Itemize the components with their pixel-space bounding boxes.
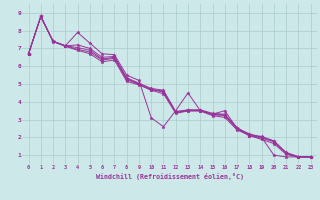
X-axis label: Windchill (Refroidissement éolien,°C): Windchill (Refroidissement éolien,°C) [96, 173, 244, 180]
